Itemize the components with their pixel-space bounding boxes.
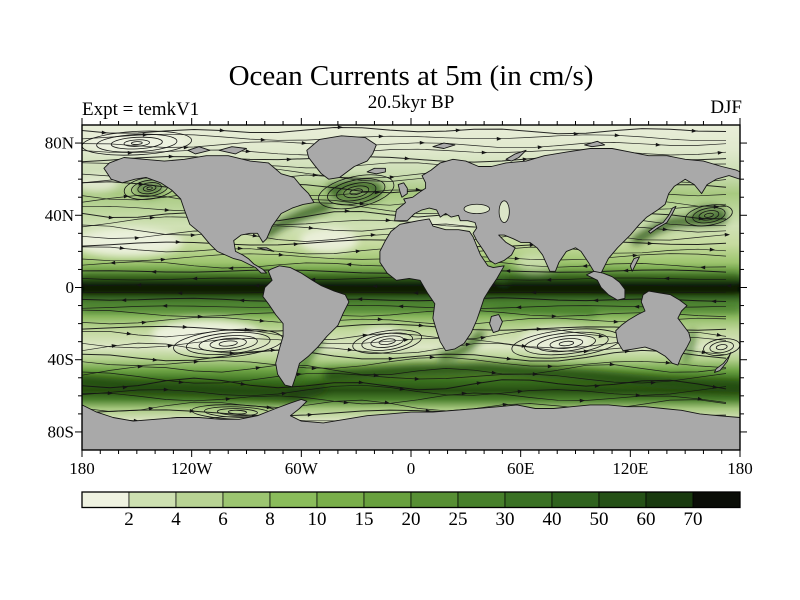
gyre-streamlines [82,130,192,156]
colorbar-tick-label: 25 [449,509,468,530]
colorbar-tick-label: 70 [684,509,703,530]
axis-labels: 180 120W 60W 0 60E 120E 180 80N 40N 0 40S 80S [45,134,753,478]
x-tick-label: 180 [727,459,753,478]
colorbar-cell [175,491,224,508]
landmass-antarctica [82,398,740,450]
landmass-sundaland [586,270,626,301]
landmass-arctic-archipelago-2 [187,146,211,155]
y-tick-label: 40S [48,350,74,369]
colorbar-tick-label: 50 [590,509,609,530]
colorbar-tick-label: 20 [402,509,421,530]
colorbar-cell [363,491,412,508]
land-layer [82,135,740,450]
landmass-japan [648,205,677,234]
colorbar-tick-label: 8 [265,509,275,530]
landmass-cuba [257,247,275,252]
colorbar-tick-label: 10 [308,509,327,530]
gyre-streamlines [685,204,733,227]
caspian-sea [498,200,510,223]
landmass-madagascar [489,314,503,334]
colorbar-tick-label: 30 [496,509,515,530]
season-label: DJF [710,97,742,118]
y-tick-label: 40N [45,206,74,225]
landmass-novaya-zemlya [505,149,527,162]
landmass-philippines [629,256,640,272]
x-tick-label: 180 [69,459,95,478]
y-tick-label: 80N [45,134,74,153]
colorbar-cell [316,491,365,508]
landmass-new-zealand [713,352,732,373]
y-tick-label: 0 [66,278,75,297]
landmass-north-america [103,155,315,274]
landmass-arctic-archipelago-1 [218,146,247,155]
colorbar-cell [457,491,506,508]
colorbar-cell [410,491,459,508]
black-sea [463,203,490,215]
colorbar-cell [504,491,553,508]
colorbar-tick-label: 60 [637,509,656,530]
colorbar: 2 4 6 8 10 15 20 25 30 40 50 60 70 [81,491,741,530]
landmass-iceland [366,167,386,175]
colorbar-cell [645,491,694,508]
gyre-streamlines [173,328,284,359]
colorbar-cell [551,491,600,508]
x-tick-label: 60E [507,459,534,478]
colorbar-cell [598,491,647,508]
gyre-streamlines [318,174,395,210]
colorbar-cell [692,491,741,508]
colorbar-tick-label: 40 [543,509,562,530]
colorbar-cell [222,491,271,508]
x-tick-label: 120W [171,459,214,478]
landmass-severnaya-zemlya [584,140,606,148]
colorbar-cell [269,491,318,508]
landmass-south-america [262,265,350,388]
colorbar-tick-label: 15 [355,509,374,530]
experiment-label: Expt = temkV1 [82,99,200,120]
map-frame [75,118,747,457]
colorbar-cell [128,491,177,508]
colorbar-tick-label: 6 [218,509,228,530]
landmass-africa [379,218,505,352]
landmass-greenland [306,135,377,180]
landmass-eurasia [394,148,740,278]
colorbar-tick-label: 2 [124,509,134,530]
colorbar-cell [81,491,130,508]
x-tick-label: 120E [612,459,648,478]
colorbar-tick-label: 4 [171,509,181,530]
figure-subtitle: 20.5kyr BP [367,92,455,113]
landmass-britain [397,182,408,198]
gyre-streamlines [352,329,423,354]
x-tick-label: 60W [285,459,319,478]
y-tick-label: 80S [48,422,74,441]
landmass-svalbard [432,142,456,149]
page-title: Ocean Currents at 5m (in cm/s) [228,60,594,92]
x-tick-label: 0 [407,459,416,478]
landmass-sahul-australia-new-guinea [615,290,692,366]
